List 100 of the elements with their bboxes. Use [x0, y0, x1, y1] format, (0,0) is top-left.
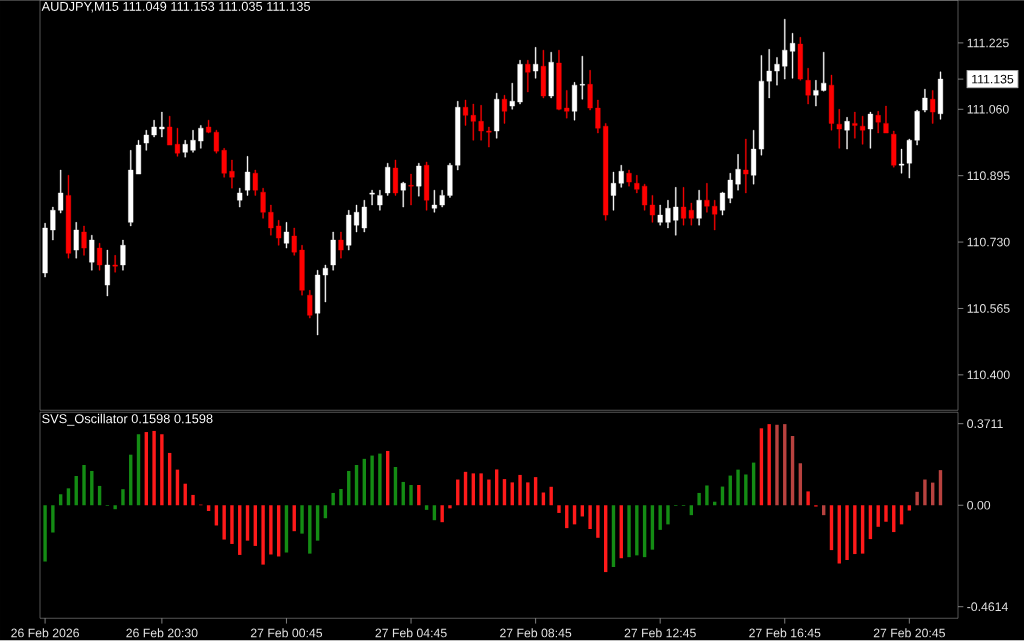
candlestick — [89, 235, 95, 271]
chart-title: AUDJPY,M15 111.049 111.153 111.035 111.135 — [41, 1, 311, 13]
candlestick — [922, 89, 928, 113]
bar — [775, 424, 779, 506]
candlestick — [673, 187, 679, 236]
y-tick-label: -0.4614 — [967, 602, 1008, 612]
candlestick — [937, 71, 944, 120]
y-tick-label: 110.730 — [967, 237, 1010, 247]
candlestick — [346, 210, 352, 251]
candlestick — [704, 183, 710, 213]
candlestick — [813, 80, 819, 107]
candlestick — [727, 173, 733, 204]
bar — [448, 505, 452, 509]
bar — [308, 505, 312, 554]
bar — [479, 473, 483, 506]
candlestick — [501, 95, 507, 124]
y-tick-label: 110.895 — [967, 171, 1010, 181]
bar — [152, 431, 156, 506]
bar — [261, 505, 265, 565]
candlestick — [509, 83, 515, 110]
candlestick — [260, 188, 266, 219]
candlestick — [97, 243, 103, 271]
bar — [557, 505, 561, 514]
candlestick — [821, 52, 827, 92]
candlestick — [875, 111, 881, 134]
bar — [845, 505, 849, 561]
candlestick — [665, 200, 671, 229]
candlestick — [828, 75, 835, 131]
candlestick — [634, 175, 640, 194]
candlestick — [330, 231, 336, 271]
candlestick — [151, 120, 157, 138]
x-tick-label: 27 Feb 20:45 — [873, 628, 945, 638]
candlestick — [392, 159, 398, 196]
candlestick — [852, 112, 858, 139]
candlestick — [626, 169, 632, 187]
x-tick-label: 27 Feb 12:45 — [624, 628, 696, 638]
bar — [409, 485, 413, 506]
candlestick — [696, 190, 702, 226]
candlestick — [883, 106, 889, 134]
chart-title: SVS_Oscillator 0.1598 0.1598 — [42, 413, 213, 426]
bar — [300, 505, 304, 534]
y-tick-label: 111.225 — [967, 38, 1009, 48]
candlestick — [221, 148, 227, 178]
bar — [635, 505, 639, 556]
candlestick — [797, 37, 803, 81]
candlestick — [307, 290, 313, 319]
candlestick — [782, 19, 788, 80]
candlestick — [65, 175, 71, 259]
bar — [744, 474, 748, 506]
candlestick — [618, 165, 624, 188]
candlestick — [447, 163, 453, 198]
bar — [160, 434, 164, 506]
bar — [90, 471, 94, 506]
candlestick — [128, 150, 134, 227]
candlestick — [291, 227, 297, 256]
bar — [315, 505, 320, 541]
bar — [915, 491, 919, 506]
candlestick — [766, 49, 772, 99]
bar — [230, 505, 234, 545]
candlestick — [58, 169, 64, 214]
candlestick — [774, 57, 780, 86]
candlestick — [276, 220, 282, 246]
bar — [222, 505, 226, 540]
bar — [518, 475, 522, 506]
y-tick-label: 110.565 — [967, 304, 1010, 313]
candlestick — [891, 130, 897, 168]
bar — [526, 482, 530, 506]
candlestick — [104, 250, 110, 297]
bar — [767, 424, 771, 506]
candlestick — [283, 222, 289, 249]
candlestick — [385, 163, 391, 196]
candlestick — [844, 117, 850, 150]
x-tick-label: 26 Feb 20:30 — [126, 628, 198, 638]
candlestick — [400, 182, 406, 208]
x-tick-label: 27 Feb 00:45 — [250, 628, 323, 638]
candlestick — [533, 47, 539, 79]
candlestick — [439, 190, 445, 208]
candlestick — [338, 231, 344, 259]
candlestick — [743, 138, 749, 194]
bar — [884, 505, 888, 522]
bar — [588, 505, 592, 530]
x-tick-label: 26 Feb 2026 — [11, 628, 79, 638]
candlestick — [237, 188, 243, 208]
bar — [705, 485, 709, 506]
x-tick-label: 27 Feb 04:45 — [375, 628, 447, 638]
bar — [378, 453, 382, 506]
candlestick — [867, 112, 873, 149]
candlestick — [455, 101, 461, 171]
bar — [339, 489, 343, 506]
candlestick — [494, 93, 500, 139]
candlestick — [836, 109, 842, 149]
y-tick-label: 0.3711 — [967, 419, 1003, 429]
candlestick — [431, 190, 437, 213]
candlestick — [42, 223, 48, 278]
candlestick — [268, 204, 274, 236]
candlestick — [408, 174, 414, 206]
candlestick — [478, 105, 484, 141]
bar — [191, 495, 195, 506]
y-tick-label: 0.00 — [967, 501, 991, 510]
bar — [666, 505, 670, 525]
